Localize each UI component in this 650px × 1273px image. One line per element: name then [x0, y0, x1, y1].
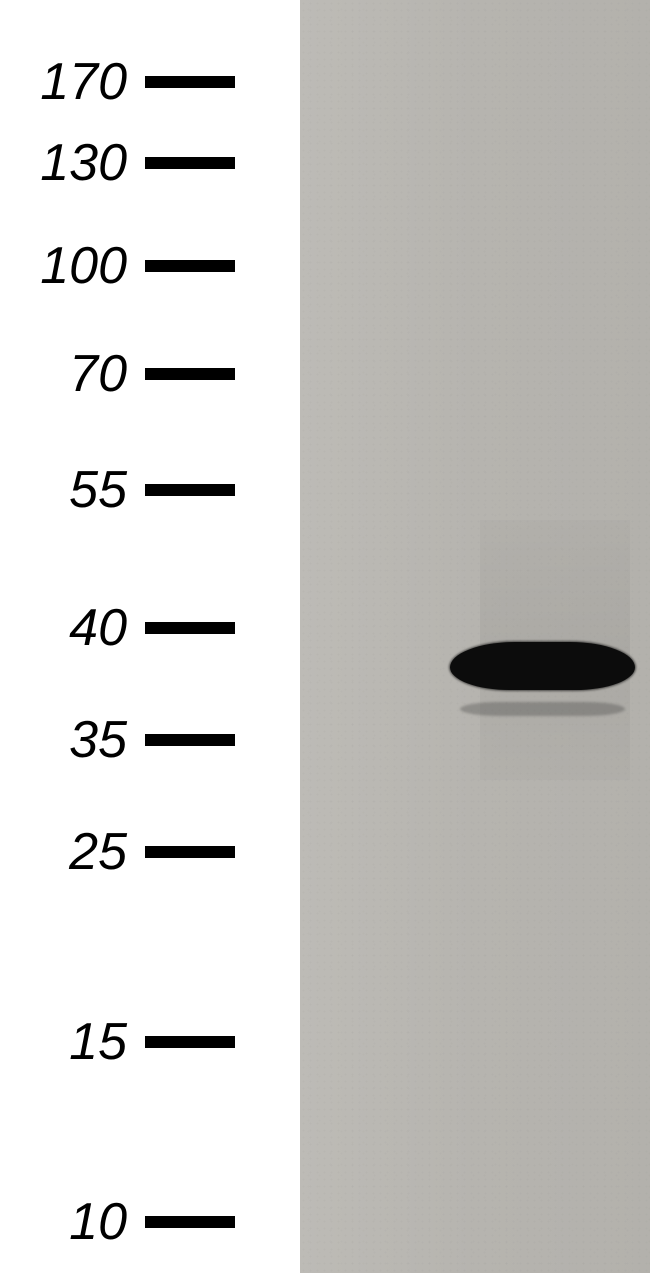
marker-tick-100 — [145, 260, 235, 272]
blot-membrane — [300, 0, 650, 1273]
marker-row-40: 40 — [0, 596, 300, 660]
marker-row-130: 130 — [0, 131, 300, 195]
marker-label-55: 55 — [0, 460, 145, 520]
marker-label-10: 10 — [0, 1192, 145, 1252]
marker-row-10: 10 — [0, 1190, 300, 1254]
marker-tick-130 — [145, 157, 235, 169]
marker-tick-170 — [145, 76, 235, 88]
marker-label-70: 70 — [0, 344, 145, 404]
marker-label-15: 15 — [0, 1012, 145, 1072]
molecular-weight-ladder: 170 130 100 70 55 40 35 25 15 10 — [0, 0, 300, 1273]
marker-tick-40 — [145, 622, 235, 634]
marker-tick-15 — [145, 1036, 235, 1048]
marker-row-15: 15 — [0, 1010, 300, 1074]
marker-tick-35 — [145, 734, 235, 746]
marker-label-35: 35 — [0, 710, 145, 770]
marker-row-170: 170 — [0, 50, 300, 114]
marker-row-70: 70 — [0, 342, 300, 406]
marker-tick-70 — [145, 368, 235, 380]
marker-label-170: 170 — [0, 52, 145, 112]
marker-label-40: 40 — [0, 598, 145, 658]
western-blot-figure: 170 130 100 70 55 40 35 25 15 10 — [0, 0, 650, 1273]
primary-band — [450, 642, 635, 690]
marker-tick-10 — [145, 1216, 235, 1228]
marker-row-35: 35 — [0, 708, 300, 772]
marker-row-100: 100 — [0, 234, 300, 298]
marker-label-130: 130 — [0, 133, 145, 193]
marker-tick-55 — [145, 484, 235, 496]
marker-row-25: 25 — [0, 820, 300, 884]
faint-band — [460, 702, 625, 716]
marker-label-100: 100 — [0, 236, 145, 296]
marker-row-55: 55 — [0, 458, 300, 522]
marker-tick-25 — [145, 846, 235, 858]
marker-label-25: 25 — [0, 822, 145, 882]
